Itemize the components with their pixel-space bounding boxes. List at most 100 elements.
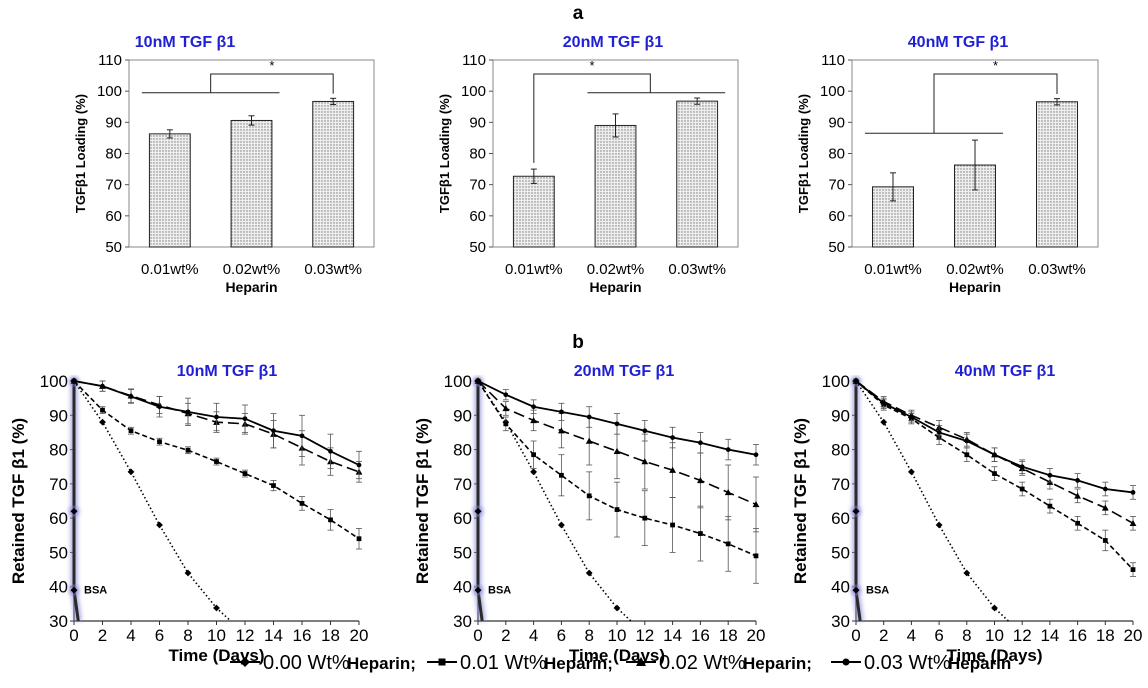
bar [230, 119, 273, 248]
data-point [502, 405, 510, 412]
x-tick-label: 12 [1013, 626, 1032, 645]
series-circle [475, 378, 759, 466]
data-point [559, 472, 564, 478]
data-point [641, 458, 649, 465]
data-point [669, 466, 676, 473]
data-point [752, 501, 760, 508]
chart-title: 20nM TGF β1 [574, 363, 675, 380]
chart-title: 20nM TGF β1 [563, 34, 664, 51]
data-point [475, 378, 481, 384]
chart-title: 40nM TGF β1 [955, 363, 1056, 380]
data-point [642, 428, 648, 434]
x-tick-label: 6 [557, 626, 566, 645]
y-tick-label: 80 [831, 441, 850, 460]
y-tick-label: 40 [49, 578, 68, 597]
data-point [698, 531, 703, 536]
y-axis-label: Retained TGF β1 (%) [791, 418, 810, 584]
data-point [1130, 490, 1136, 495]
data-point [725, 447, 731, 452]
y-tick-label: 70 [105, 177, 122, 194]
legend-item-diamond: 0.00 Wt%Heparin; [230, 652, 416, 674]
data-point [1019, 464, 1025, 470]
data-point [725, 541, 731, 547]
series-line [477, 380, 757, 506]
x-tick-label: 8 [962, 626, 971, 645]
legend: 0.00 Wt%Heparin; 0.01 Wt%Heparin; 0.02 Wt%… [230, 652, 1011, 674]
y-tick-label: 30 [49, 612, 68, 631]
y-axis-label: TGFβ1 Loading (%) [437, 94, 452, 213]
data-point [530, 417, 537, 424]
y-axis-label: TGFβ1 Loading (%) [73, 94, 88, 213]
sig-bracket [533, 73, 651, 163]
bsa-label: BSA [84, 585, 107, 597]
y-tick-label: 40 [453, 578, 472, 597]
data-point [908, 468, 915, 476]
y-tick-label: 70 [831, 475, 850, 494]
data-point [880, 418, 888, 426]
y-tick-label: 100 [461, 83, 486, 100]
data-point [586, 414, 592, 420]
y-tick-label: 50 [105, 239, 122, 256]
legend-item-square: 0.01 Wt%Heparin; [427, 652, 613, 674]
x-axis-label: Time (Days) [168, 646, 264, 665]
y-tick-label: 110 [462, 52, 486, 69]
x-tick-label: 0 [473, 626, 482, 645]
x-tick-label: 12 [236, 626, 255, 645]
bar [512, 175, 555, 248]
series-line [855, 380, 1134, 524]
data-point [531, 404, 536, 410]
data-point [992, 471, 997, 476]
y-axis-label: TGFβ1 Loading (%) [796, 94, 811, 213]
legend-marker [842, 658, 850, 666]
bsa-label: BSA [488, 585, 511, 597]
sig-bracket [210, 73, 334, 94]
legend-text: 0.01 Wt% [460, 652, 547, 674]
data-point [157, 439, 162, 445]
x-tick-label: 10 [985, 626, 1004, 645]
x-tick-label: 20 [1124, 626, 1143, 645]
data-point [992, 452, 997, 458]
y-tick-label: 90 [831, 406, 850, 425]
data-point [698, 440, 703, 446]
bsa-label: BSA [866, 585, 889, 597]
x-axis-label: Heparin [589, 279, 641, 295]
x-category-label: 0.02wt% [587, 261, 645, 278]
chart-1: 10nM TGF β1 50 60 70 80 90 100 110 TGFβ1 Loading… [73, 34, 375, 295]
x-axis-label: Heparin [225, 279, 277, 295]
data-point [964, 452, 970, 458]
bar [1036, 101, 1078, 248]
x-tick-label: 2 [98, 626, 107, 645]
sig-star: * [993, 58, 998, 73]
series-diamond [852, 377, 1009, 622]
x-category-label: 0.01wt% [864, 261, 922, 278]
y-tick-label: 60 [105, 208, 122, 225]
x-tick-label: 10 [207, 626, 226, 645]
x-tick-label: 6 [934, 626, 943, 645]
x-tick-label: 0 [851, 626, 860, 645]
x-tick-label: 0 [69, 626, 78, 645]
y-tick-label: 110 [98, 52, 122, 69]
data-point [614, 507, 620, 512]
data-point [1019, 486, 1025, 492]
data-point [128, 394, 134, 399]
chart-5: 20nM TGF β1 30 40 50 60 70 80 90 100 0 2 4 6 8 10 12 14 1… [413, 363, 765, 665]
data-point [881, 400, 887, 406]
data-point [559, 409, 564, 415]
legend-heparin-text: Heparin; [347, 654, 416, 673]
data-point [1075, 520, 1080, 526]
data-point [328, 448, 333, 454]
y-axis-label: Retained TGF β1 (%) [413, 418, 432, 584]
y-tick-label: 50 [828, 239, 845, 256]
legend-marker [240, 657, 250, 667]
y-tick-label: 90 [828, 114, 845, 131]
y-tick-label: 100 [97, 83, 122, 100]
data-point [558, 521, 565, 529]
legend-heparin-text: Heparin; [544, 654, 613, 673]
chart-6: 40nM TGF β1 30 40 50 60 70 80 90 100 0 2 4 6 8 10 12 14 1… [791, 363, 1142, 665]
y-tick-label: 40 [831, 578, 850, 597]
x-tick-label: 14 [1040, 626, 1059, 645]
data-point [724, 489, 732, 496]
bsa-line [854, 381, 862, 622]
y-tick-label: 80 [49, 441, 68, 460]
data-point [127, 468, 135, 476]
